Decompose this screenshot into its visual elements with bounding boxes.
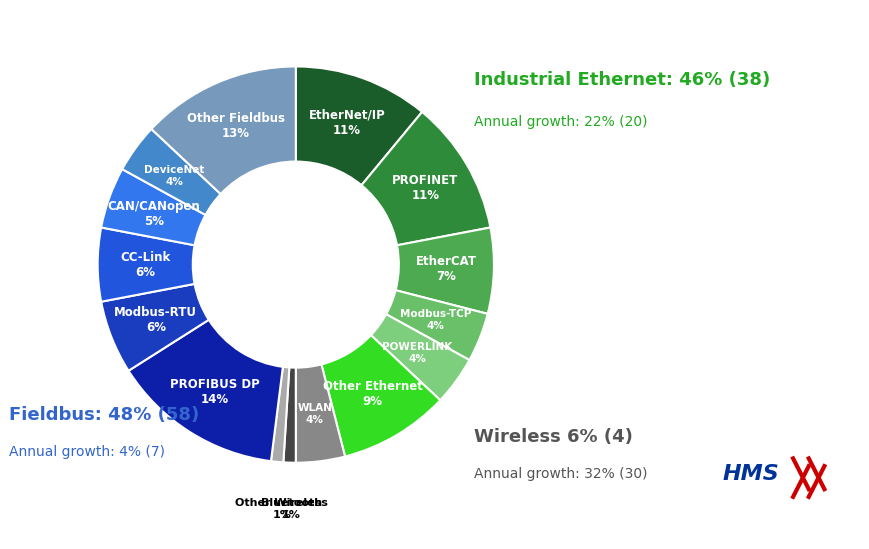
Wedge shape bbox=[101, 284, 209, 371]
Wedge shape bbox=[270, 367, 289, 462]
Text: Industrial Ethernet: 46% (38): Industrial Ethernet: 46% (38) bbox=[474, 71, 770, 89]
Wedge shape bbox=[395, 227, 494, 314]
Text: EtherCAT
7%: EtherCAT 7% bbox=[415, 255, 476, 283]
Wedge shape bbox=[295, 66, 421, 185]
Wedge shape bbox=[129, 320, 282, 461]
Text: Fieldbus: 48% (58): Fieldbus: 48% (58) bbox=[9, 406, 199, 424]
Wedge shape bbox=[361, 112, 490, 245]
Text: EtherNet/IP
11%: EtherNet/IP 11% bbox=[308, 109, 385, 137]
Text: Bluetooth
1%: Bluetooth 1% bbox=[260, 498, 322, 520]
Wedge shape bbox=[386, 290, 488, 360]
Text: Other Ethernet
9%: Other Ethernet 9% bbox=[322, 380, 422, 408]
Text: PROFINET
11%: PROFINET 11% bbox=[392, 174, 458, 202]
Text: DeviceNet
4%: DeviceNet 4% bbox=[143, 165, 204, 187]
Wedge shape bbox=[101, 169, 205, 245]
Text: Other Wireless
1%: Other Wireless 1% bbox=[235, 498, 328, 520]
Text: Modbus-RTU
6%: Modbus-RTU 6% bbox=[114, 306, 197, 334]
Wedge shape bbox=[283, 367, 295, 463]
Text: HMS: HMS bbox=[721, 464, 779, 484]
Text: CC-Link
6%: CC-Link 6% bbox=[120, 250, 170, 278]
Text: PROFIBUS DP
14%: PROFIBUS DP 14% bbox=[170, 378, 260, 406]
Text: Annual growth: 22% (20): Annual growth: 22% (20) bbox=[474, 115, 647, 130]
Wedge shape bbox=[97, 227, 195, 302]
Text: Wireless 6% (4): Wireless 6% (4) bbox=[474, 428, 633, 446]
Wedge shape bbox=[295, 365, 345, 463]
Text: Annual growth: 4% (7): Annual growth: 4% (7) bbox=[9, 445, 164, 459]
Wedge shape bbox=[370, 314, 469, 400]
Text: Other Fieldbus
13%: Other Fieldbus 13% bbox=[187, 113, 285, 141]
Text: WLAN
4%: WLAN 4% bbox=[297, 403, 332, 425]
Text: Modbus-TCP
4%: Modbus-TCP 4% bbox=[400, 309, 471, 331]
Text: CAN/CANopen
5%: CAN/CANopen 5% bbox=[108, 200, 200, 228]
Text: Annual growth: 32% (30): Annual growth: 32% (30) bbox=[474, 467, 647, 481]
Wedge shape bbox=[151, 66, 295, 194]
Wedge shape bbox=[321, 335, 440, 457]
Text: POWERLINK
4%: POWERLINK 4% bbox=[382, 343, 452, 364]
Wedge shape bbox=[122, 129, 221, 215]
